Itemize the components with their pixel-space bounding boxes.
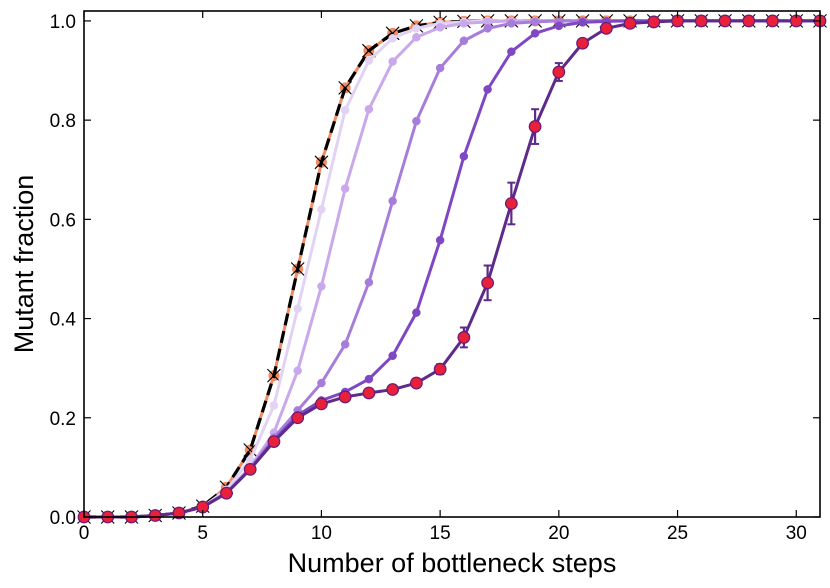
data-point [269, 401, 279, 410]
data-point [243, 462, 257, 476]
y-tick-label: 0.8 [50, 111, 76, 132]
x-tick-label: 30 [786, 523, 807, 544]
data-point [742, 14, 756, 28]
data-point [647, 15, 661, 29]
data-point [364, 278, 374, 287]
data-point [623, 17, 637, 30]
y-tick-label: 1.0 [50, 12, 76, 33]
data-point [766, 14, 779, 28]
data-point [554, 21, 564, 31]
plot-frame [83, 10, 821, 518]
data-point [576, 36, 589, 50]
data-point [457, 331, 471, 344]
data-point [315, 397, 328, 411]
data-point [364, 104, 374, 114]
data-point [338, 390, 352, 404]
data-point [435, 235, 445, 245]
series-layer [77, 14, 827, 524]
data-point [364, 56, 374, 65]
data-point [530, 17, 540, 27]
data-point [293, 304, 302, 313]
data-point [483, 85, 492, 94]
y-tick-label: 0.0 [50, 508, 76, 529]
data-point [435, 23, 445, 32]
plot-background [84, 11, 820, 517]
x-tick-label: 0 [79, 523, 90, 544]
data-point [718, 14, 732, 28]
data-point [459, 152, 469, 161]
data-point [317, 205, 326, 214]
data-point [412, 116, 421, 126]
series-7 [77, 14, 827, 524]
data-point [388, 351, 397, 361]
data-point [220, 486, 233, 500]
y-axis-title: Mutant fraction [9, 175, 39, 354]
data-point [412, 24, 421, 33]
tick-layer: 0 5 10 15 20 25 30 0.0 0.2 0.4 0.6 0.8 1.0 [50, 11, 820, 544]
data-point [148, 509, 162, 522]
y-tick-label: 0.4 [50, 310, 77, 331]
x-axis-title: Number of bottleneck steps [288, 548, 617, 578]
data-point [504, 197, 518, 210]
x-tick-label: 25 [667, 523, 688, 544]
data-point [459, 19, 469, 28]
data-point [599, 21, 613, 35]
y-tick-label: 0.2 [50, 409, 76, 430]
data-point [362, 386, 376, 400]
data-point [412, 308, 421, 317]
data-point [317, 282, 326, 291]
x-tick-label: 5 [197, 523, 208, 544]
data-point [507, 19, 516, 28]
data-point [364, 374, 374, 384]
data-point [340, 184, 350, 193]
data-point [172, 506, 186, 520]
data-point [481, 276, 495, 290]
data-point [483, 24, 492, 33]
data-point [528, 120, 542, 133]
data-point [293, 366, 302, 375]
data-point [530, 29, 540, 38]
data-point [694, 14, 708, 28]
data-point [552, 65, 566, 79]
data-point [388, 196, 397, 206]
x-tick-label: 15 [430, 523, 451, 544]
x-tick-label: 20 [548, 523, 569, 544]
data-point [340, 105, 350, 115]
data-point [507, 47, 516, 56]
y-tick-label: 0.6 [50, 210, 76, 231]
x-tick-label: 10 [311, 523, 332, 544]
data-point [317, 378, 326, 388]
data-point [409, 376, 423, 390]
data-point [578, 18, 587, 27]
data-point [459, 36, 469, 46]
data-point [340, 340, 350, 349]
data-point [433, 362, 447, 376]
data-point [435, 63, 445, 73]
data-point [291, 411, 305, 425]
data-point [388, 34, 397, 43]
data-point [412, 33, 421, 42]
data-point [386, 383, 400, 396]
data-point [267, 435, 281, 448]
data-point [388, 57, 397, 66]
